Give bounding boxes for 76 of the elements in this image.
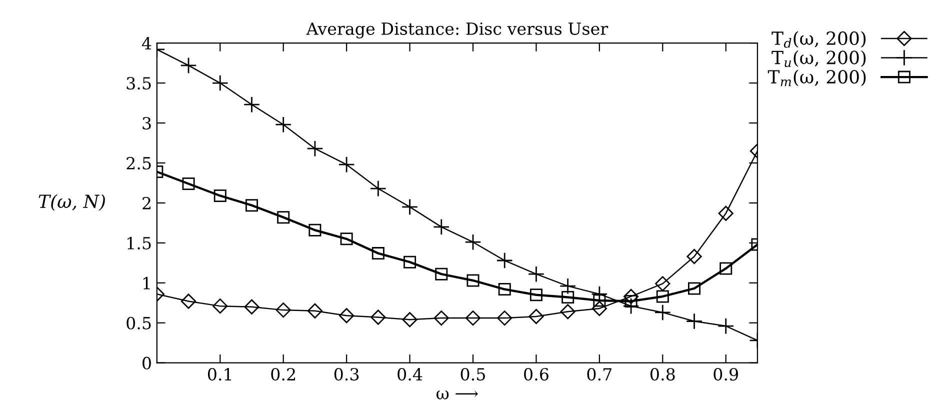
point	[686, 248, 702, 264]
point	[466, 274, 480, 287]
point	[434, 310, 449, 326]
point	[307, 303, 323, 318]
point	[433, 218, 450, 236]
point	[404, 256, 416, 268]
point	[622, 298, 640, 314]
point	[497, 310, 512, 326]
point	[243, 96, 260, 113]
x-tick-label: 0.4	[398, 368, 422, 381]
y-tick-label: 1	[143, 276, 150, 290]
point	[180, 294, 196, 309]
x-tick-label: 0.5	[460, 368, 485, 381]
legend-label: T$_{d}$(ω, 200)	[772, 31, 866, 48]
point	[528, 308, 544, 324]
point	[530, 288, 542, 302]
point	[180, 57, 197, 74]
point	[560, 304, 576, 320]
x-tick-label: 0.1	[208, 368, 232, 381]
point	[528, 266, 545, 282]
point	[498, 283, 511, 296]
point	[688, 282, 701, 295]
y-tick-label: 2.5	[126, 156, 151, 170]
x-tick-label: 0.3	[334, 368, 359, 381]
point	[340, 232, 353, 246]
y-tick-label: 3	[142, 116, 151, 130]
point	[592, 300, 607, 316]
x-tick-label: 0.8	[650, 368, 675, 381]
point	[275, 116, 292, 133]
point	[338, 308, 354, 324]
point	[370, 310, 386, 325]
point	[435, 268, 448, 280]
x-tick-label: 0.2	[271, 368, 295, 381]
point	[465, 310, 481, 326]
legend-label: T$_{u}$(ω, 200)	[772, 50, 866, 68]
point	[308, 224, 322, 236]
x-tick-label: 0.6	[524, 368, 548, 381]
point	[720, 262, 732, 275]
point	[402, 312, 418, 328]
point	[370, 180, 387, 197]
point	[276, 302, 291, 318]
point	[212, 74, 228, 92]
point	[372, 247, 384, 260]
point	[401, 198, 418, 216]
point	[306, 140, 324, 157]
point	[212, 298, 228, 314]
point	[718, 318, 734, 334]
point	[277, 211, 290, 224]
point	[718, 206, 734, 221]
x-tick-label: 0.9	[714, 368, 738, 381]
y-tick-label: 0.5	[126, 316, 151, 330]
point	[244, 299, 260, 314]
point	[656, 290, 669, 303]
y-tick-label: 3.5	[126, 76, 151, 90]
y-tick-label: 4	[142, 37, 152, 50]
y-axis-title: T(ω, N)	[38, 194, 105, 211]
y-tick-label: 1.5	[128, 236, 151, 250]
point	[464, 234, 482, 250]
y-tick-label: 0	[142, 356, 151, 370]
point	[623, 288, 639, 304]
point	[214, 189, 226, 202]
point	[593, 294, 606, 307]
point	[655, 276, 670, 292]
chart-title: Average Distance: Disc versus User	[306, 22, 608, 38]
x-tick-label: 0.7	[587, 368, 612, 381]
x-axis-title: ω ⟶	[436, 390, 478, 400]
y-tick-label: 2	[142, 196, 150, 210]
legend-label: T$_{m}$(ω, 200)	[768, 70, 866, 86]
point	[559, 278, 576, 294]
point	[496, 252, 513, 269]
point	[182, 178, 195, 190]
point	[245, 199, 258, 212]
point	[654, 304, 671, 321]
point	[686, 312, 703, 330]
point	[338, 156, 355, 173]
point	[562, 291, 574, 304]
